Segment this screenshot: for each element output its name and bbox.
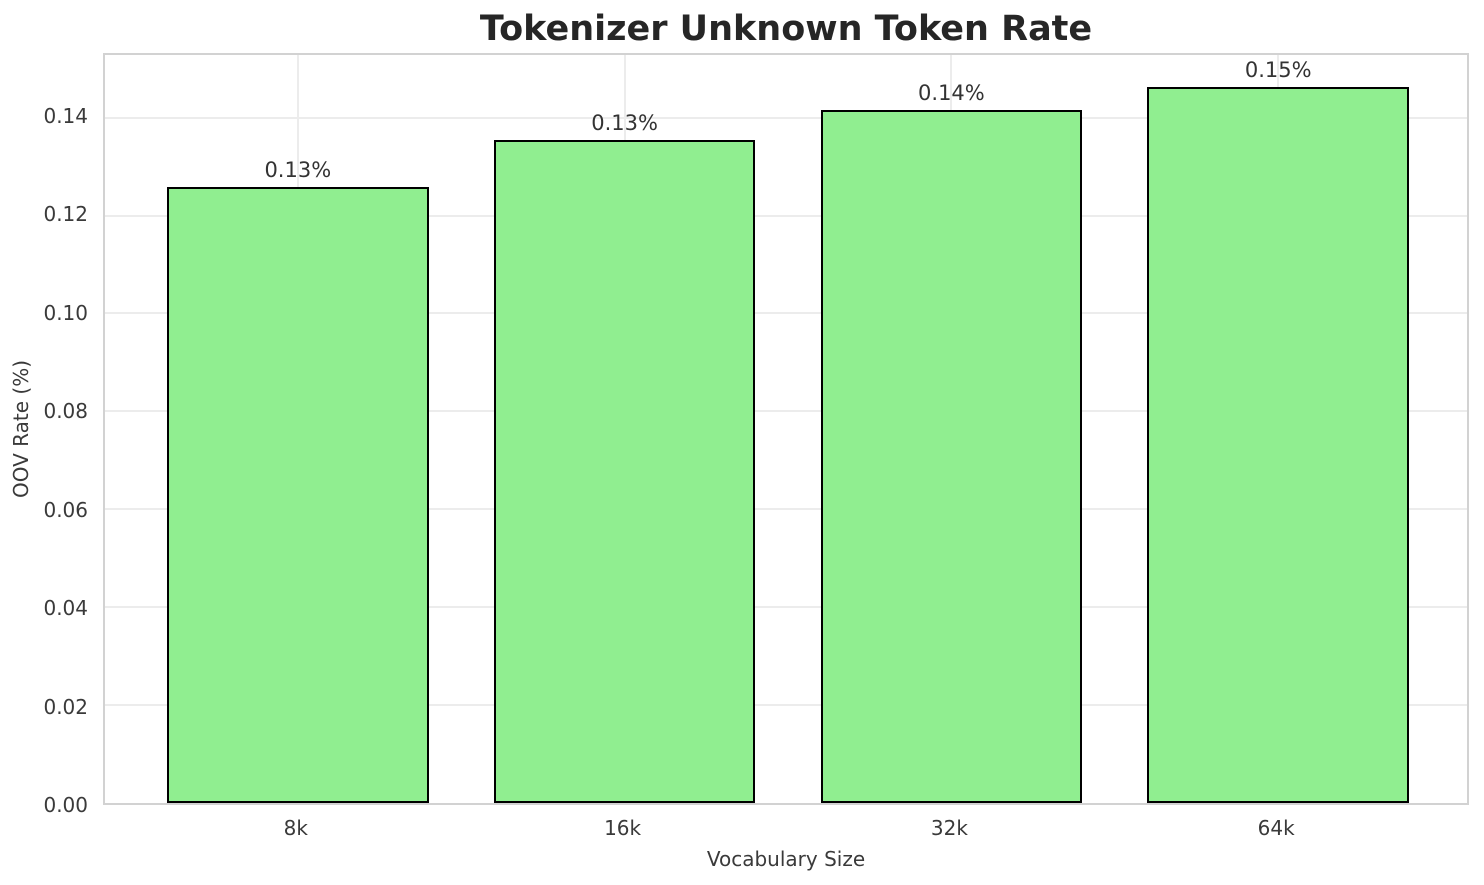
bar-8k	[167, 187, 429, 803]
y-tick-label: 0.00	[43, 793, 88, 817]
bar-value-label: 0.13%	[591, 111, 658, 136]
x-axis-label: Vocabulary Size	[706, 847, 866, 871]
y-tick-label: 0.02	[43, 694, 88, 719]
x-tick-label: 16k	[604, 816, 642, 840]
bar-value-label: 0.14%	[918, 81, 985, 106]
bar-value-label: 0.13%	[264, 158, 332, 183]
bar-value-label: 0.15%	[1244, 57, 1312, 82]
y-tick-label: 0.14	[43, 103, 88, 128]
h-gridline	[105, 116, 1467, 119]
y-axis-label: OOV Rate (%)	[9, 360, 33, 498]
h-gridline	[105, 704, 1467, 707]
bar-32k	[820, 110, 1083, 803]
h-gridline	[105, 214, 1467, 217]
y-tick-label: 0.10	[43, 300, 88, 325]
h-gridline	[105, 312, 1467, 315]
x-tick-label: 32k	[930, 816, 968, 840]
chart-title: Tokenizer Unknown Token Rate	[479, 9, 1093, 49]
x-tick-label: 64k	[1257, 816, 1295, 840]
bar-16k	[493, 140, 756, 803]
bar-64k	[1147, 86, 1409, 803]
plot-area: 0.13% 0.13% 0.14% 0.15%	[103, 53, 1469, 805]
y-tick-label: 0.12	[43, 202, 88, 227]
y-tick-label: 0.04	[43, 596, 88, 621]
y-tick-label: 0.06	[43, 497, 88, 522]
h-gridline	[105, 606, 1467, 609]
h-gridline	[105, 410, 1467, 413]
h-gridline	[105, 508, 1467, 511]
x-tick-label: 8k	[283, 816, 308, 840]
y-tick-label: 0.08	[43, 399, 88, 424]
